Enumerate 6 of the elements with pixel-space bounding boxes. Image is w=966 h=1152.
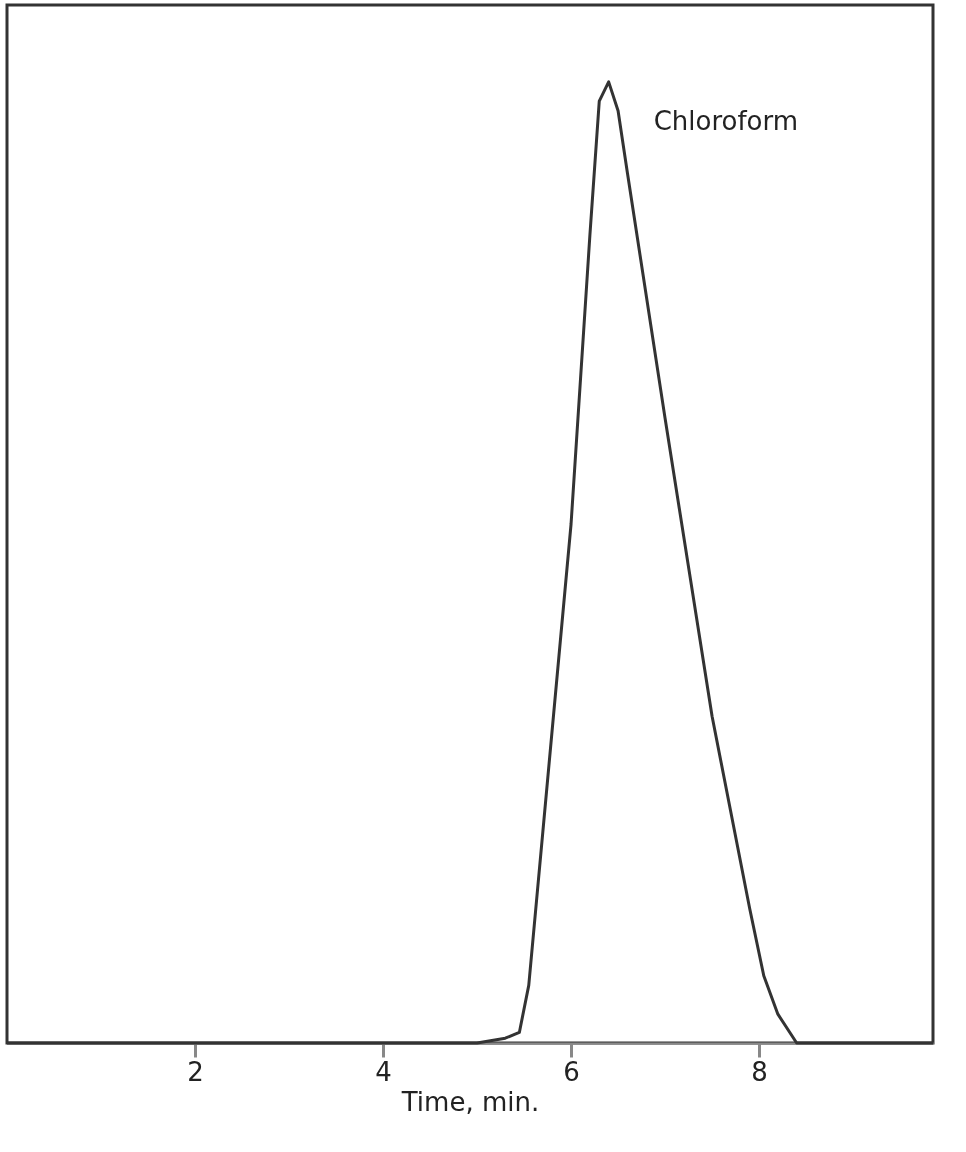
x-tick-label: 6	[563, 1056, 580, 1087]
x-tick-label: 2	[187, 1056, 204, 1087]
annotation: Chloroform	[653, 105, 799, 136]
x-tick-label: 8	[751, 1056, 768, 1087]
x-axis-title: Time, min.	[400, 1086, 540, 1117]
x-tick-label: 4	[375, 1056, 392, 1087]
